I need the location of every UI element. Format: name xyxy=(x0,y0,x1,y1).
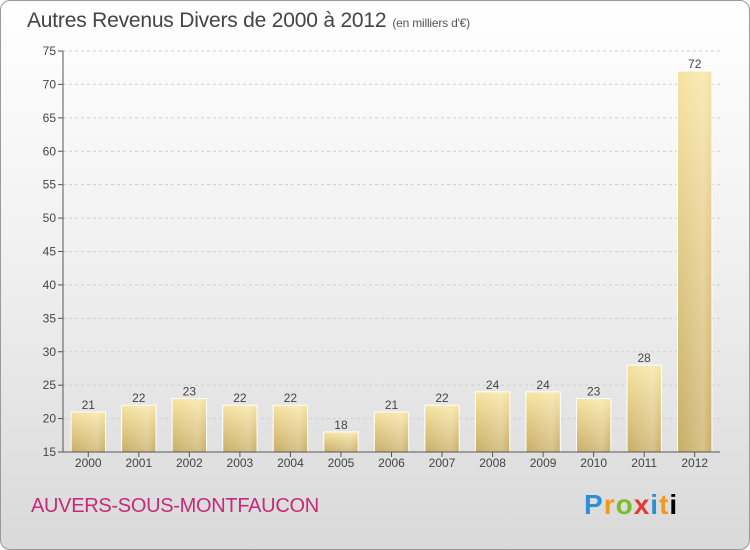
x-tick-label: 2008 xyxy=(479,456,506,470)
logo-letter: i xyxy=(650,489,660,520)
bar-shine xyxy=(71,411,106,452)
logo-letter: t xyxy=(659,489,670,520)
x-tick-label: 2010 xyxy=(580,456,607,470)
proxiti-logo: Proxiti xyxy=(584,489,678,521)
value-label: 18 xyxy=(334,418,348,432)
y-tick-label: 75 xyxy=(43,44,57,58)
grid-layer xyxy=(63,50,720,453)
value-label: 22 xyxy=(132,391,146,405)
axis-layer: 15 20 25 30 35 40 45 50 55 60 65 70 75 2000 2001 2002 20… xyxy=(43,44,720,470)
x-tick-label: 2012 xyxy=(681,456,708,470)
value-label: 22 xyxy=(233,391,247,405)
bar-shine xyxy=(627,365,662,452)
bar-shine xyxy=(677,71,712,453)
bar-shine xyxy=(172,398,207,452)
logo-letter: x xyxy=(633,489,651,520)
bar-layer: 21 22 23 22 22 18 21 22 24 24 23 28 72 xyxy=(70,57,713,453)
chart-title-text: Autres Revenus Divers de 2000 à 2012 xyxy=(27,9,387,32)
x-tick-label: 2003 xyxy=(227,456,254,470)
bar-shine xyxy=(222,405,258,452)
bar-shine xyxy=(525,391,561,452)
chart-subtitle: (en milliers d'€) xyxy=(392,16,470,30)
logo-letter: i xyxy=(669,489,679,520)
value-label: 28 xyxy=(638,351,652,365)
logo-letter: P xyxy=(584,489,604,520)
logo-letter: r xyxy=(603,489,616,520)
x-tick-label: 2001 xyxy=(125,456,152,470)
y-tick-label: 35 xyxy=(43,311,57,325)
y-tick-label: 55 xyxy=(43,178,57,192)
value-label: 22 xyxy=(435,391,449,405)
bar-shine xyxy=(475,391,510,452)
y-tick-label: 15 xyxy=(43,445,57,459)
y-tick-label: 25 xyxy=(43,378,57,392)
value-label: 21 xyxy=(82,398,96,412)
y-tick-label: 45 xyxy=(43,245,57,259)
x-tick-label: 2006 xyxy=(378,456,405,470)
bar-shine xyxy=(323,431,359,452)
bar-shine xyxy=(576,398,611,452)
value-label: 22 xyxy=(284,391,298,405)
y-tick-label: 50 xyxy=(43,211,57,225)
value-label: 23 xyxy=(183,385,197,399)
x-tick-label: 2007 xyxy=(429,456,456,470)
x-tick-label: 2009 xyxy=(530,456,557,470)
y-tick-label: 20 xyxy=(43,412,57,426)
value-label: 21 xyxy=(385,398,399,412)
value-label: 23 xyxy=(587,385,601,399)
value-label: 24 xyxy=(486,378,500,392)
y-tick-label: 60 xyxy=(43,144,57,158)
y-tick-label: 40 xyxy=(43,278,57,292)
x-tick-label: 2011 xyxy=(631,456,657,470)
bar-shine xyxy=(374,411,409,452)
value-label: 24 xyxy=(536,378,550,392)
logo-letter: o xyxy=(615,489,634,520)
y-tick-label: 30 xyxy=(43,345,57,359)
x-tick-label: 2004 xyxy=(277,456,304,470)
location-name: AUVERS-SOUS-MONTFAUCON xyxy=(31,495,319,517)
y-tick-label: 70 xyxy=(43,77,57,91)
y-tick-label: 65 xyxy=(43,111,57,125)
bar-shine xyxy=(424,405,460,452)
x-tick-label: 2002 xyxy=(176,456,203,470)
chart-title: Autres Revenus Divers de 2000 à 2012 (en … xyxy=(27,9,470,33)
bar-shine xyxy=(273,405,308,452)
x-tick-label: 2000 xyxy=(75,456,102,470)
value-label: 72 xyxy=(688,57,702,71)
bar-shine xyxy=(121,405,156,452)
x-tick-label: 2005 xyxy=(328,456,355,470)
